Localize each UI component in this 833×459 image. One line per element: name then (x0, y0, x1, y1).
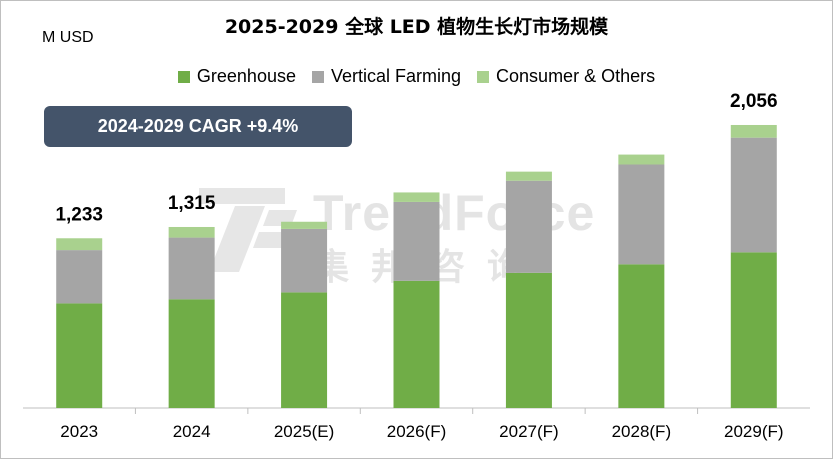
bar-greenhouse-2024 (168, 299, 215, 408)
bar-greenhouse-2025(E) (281, 292, 328, 408)
legend-item-consumer-others: Consumer & Others (477, 66, 655, 87)
total-label: 1,315 (168, 193, 216, 214)
x-tick-label: 2025(E) (274, 422, 334, 441)
total-label: 1,233 (55, 204, 103, 225)
chart-title: 2025-2029 全球 LED 植物生长灯市场规模 (224, 16, 609, 38)
legend-swatch-greenhouse (177, 70, 190, 83)
x-tick-label: 2023 (60, 422, 98, 441)
x-tick-label: 2026(F) (387, 422, 447, 441)
bar-greenhouse-2026(F) (393, 280, 440, 408)
legend: Greenhouse Vertical Farming Consumer & O… (0, 66, 833, 87)
bar-consumer-others-2028(F) (618, 154, 665, 165)
bar-consumer-others-2024 (168, 226, 215, 238)
bar-vertical-farming-2027(F) (505, 180, 552, 273)
x-tick-label: 2029(F) (724, 422, 784, 441)
legend-item-vertical-farming: Vertical Farming (311, 66, 462, 87)
legend-label-consumer-others: Consumer & Others (496, 66, 656, 86)
bar-vertical-farming-2026(F) (393, 201, 440, 281)
x-tick-label: 2027(F) (499, 422, 559, 441)
bar-greenhouse-2027(F) (505, 272, 552, 408)
unit-label: M USD (42, 29, 94, 46)
legend-swatch-vertical-farming (311, 70, 324, 83)
bar-vertical-farming-2023 (56, 250, 103, 304)
bar-consumer-others-2025(E) (281, 221, 328, 229)
bar-vertical-farming-2024 (168, 237, 215, 300)
legend-item-greenhouse: Greenhouse (177, 66, 296, 87)
bar-consumer-others-2026(F) (393, 192, 440, 202)
bar-vertical-farming-2028(F) (618, 164, 665, 265)
legend-swatch-consumer-others (477, 70, 490, 83)
bar-greenhouse-2029(F) (730, 252, 777, 408)
x-tick-label: 2024 (173, 422, 211, 441)
bar-consumer-others-2027(F) (505, 171, 552, 181)
bar-consumer-others-2029(F) (730, 124, 777, 138)
x-tick-label: 2028(F) (612, 422, 672, 441)
legend-label-greenhouse: Greenhouse (196, 66, 296, 86)
bar-vertical-farming-2029(F) (730, 137, 777, 253)
legend-label-vertical-farming: Vertical Farming (330, 66, 462, 86)
bar-vertical-farming-2025(E) (281, 228, 328, 293)
bar-consumer-others-2023 (56, 238, 103, 251)
bar-greenhouse-2028(F) (618, 264, 665, 408)
total-label: 2,056 (730, 91, 778, 112)
cagr-badge: 2024-2029 CAGR +9.4% (44, 106, 352, 147)
bar-greenhouse-2023 (56, 303, 103, 408)
